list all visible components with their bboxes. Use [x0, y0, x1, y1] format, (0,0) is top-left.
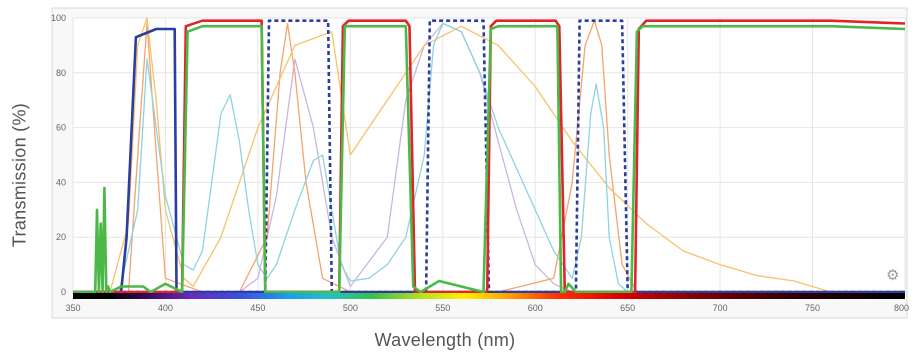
x-tick-label: 450: [250, 303, 265, 313]
series-group: [73, 17, 905, 293]
x-tick-labels: 350 400 450 500 550 600 650 700 750 800: [65, 303, 909, 313]
series-line: [73, 24, 905, 293]
y-tick-label: 60: [56, 123, 66, 133]
x-tick-label: 400: [158, 303, 173, 313]
series-line: [73, 17, 905, 293]
x-tick-label: 700: [713, 303, 728, 313]
series-line: [73, 22, 905, 293]
x-tick-label: 550: [435, 303, 450, 313]
y-tick-label: 40: [56, 177, 66, 187]
x-tick-label: 600: [528, 303, 543, 313]
x-tick-label: 500: [343, 303, 358, 313]
series-line: [73, 19, 905, 293]
y-tick-labels: 0 20 40 60 80 100: [51, 13, 66, 297]
series-line: [73, 22, 905, 293]
x-tick-label: 350: [65, 303, 80, 313]
x-tick-label: 650: [620, 303, 635, 313]
x-tick-label: 800: [894, 303, 909, 313]
x-tick-label: 750: [805, 303, 820, 313]
spectrum-bar: [73, 293, 905, 299]
y-tick-label: 100: [51, 13, 66, 23]
y-tick-label: 0: [61, 287, 66, 297]
y-tick-label: 80: [56, 68, 66, 78]
gear-icon[interactable]: ⚙: [886, 267, 900, 284]
series-line: [73, 20, 905, 293]
x-axis-label: Wavelength (nm): [374, 330, 516, 350]
y-tick-label: 20: [56, 232, 66, 242]
